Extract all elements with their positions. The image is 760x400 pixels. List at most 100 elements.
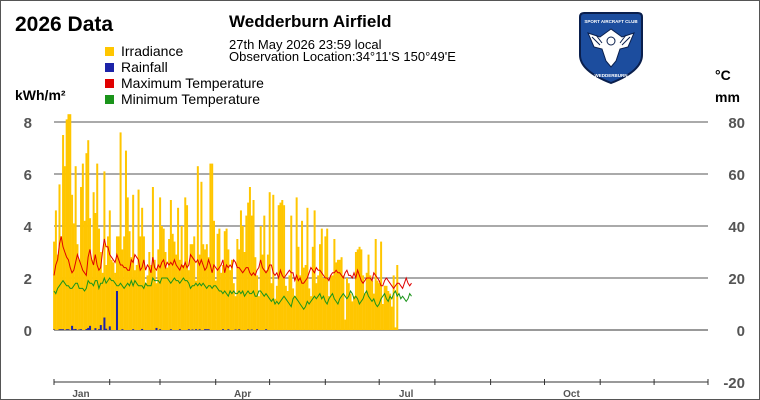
irradiance-bar: [347, 283, 350, 330]
irradiance-bar: [268, 192, 271, 330]
irradiance-bar: [308, 288, 311, 330]
irradiance-bar: [229, 270, 232, 330]
irradiance-bar: [340, 257, 343, 330]
month-label: Apr: [234, 389, 251, 399]
irradiance-bar: [53, 241, 56, 330]
irradiance-bar: [369, 275, 372, 330]
left-tick-label: 8: [24, 115, 32, 132]
irradiance-bar: [171, 233, 174, 330]
irradiance-bar: [396, 265, 399, 330]
irradiance-bar: [243, 252, 246, 330]
irradiance-bar: [257, 296, 260, 330]
rainfall-bar: [265, 329, 268, 330]
irradiance-bar: [119, 132, 122, 330]
irradiance-bar: [121, 249, 124, 330]
irradiance-bar: [338, 259, 341, 330]
irradiance-bar: [63, 166, 66, 330]
irradiance-bar: [94, 213, 97, 330]
irradiance-bar: [90, 259, 93, 330]
irradiance-bar: [333, 239, 336, 330]
irradiance-bar: [193, 236, 196, 330]
month-label: Jul: [399, 389, 414, 399]
irradiance-bar: [236, 239, 239, 330]
irradiance-bar: [354, 252, 357, 330]
irradiance-bar: [327, 296, 330, 330]
irradiance-bar: [381, 304, 384, 330]
irradiance-bar: [98, 228, 101, 330]
irradiance-bar: [144, 283, 147, 330]
irradiance-bar: [153, 259, 156, 330]
rainfall-bar: [221, 329, 224, 330]
irradiance-bar: [139, 236, 142, 330]
irradiance-bar: [394, 327, 397, 330]
rainfall-bar: [121, 329, 124, 330]
irradiance-bar: [74, 166, 77, 330]
irradiance-bar: [187, 270, 190, 330]
irradiance-bar: [105, 265, 108, 330]
month-label: Jan: [72, 389, 89, 399]
irradiance-bar: [71, 194, 74, 330]
left-tick-label: 0: [24, 323, 32, 340]
irradiance-bar: [319, 244, 322, 330]
irradiance-bar: [81, 163, 84, 330]
irradiance-bar: [191, 244, 194, 330]
irradiance-bar: [248, 187, 251, 330]
irradiance-bar: [378, 283, 381, 330]
irradiance-bar: [141, 207, 144, 330]
irradiance-bar: [221, 265, 224, 330]
irradiance-bar: [342, 275, 345, 330]
irradiance-bar: [67, 114, 70, 330]
irradiance-bar: [123, 236, 126, 330]
legend-label-min-temp: Minimum Temperature: [121, 91, 261, 107]
irradiance-bar: [78, 259, 81, 330]
irradiance-bar: [107, 236, 109, 330]
rainfall-bar: [71, 325, 74, 330]
irradiance-bar: [159, 197, 162, 330]
irradiance-bar: [168, 239, 171, 330]
rainfall-bar: [108, 326, 111, 330]
max-temp-line: [53, 236, 412, 290]
irradiance-bar: [96, 163, 99, 330]
legend-swatch-max-temp: [105, 79, 114, 88]
rainfall-bar: [238, 329, 241, 330]
irradiance-bar: [374, 239, 377, 330]
irradiance-bar: [252, 200, 255, 330]
legend-swatch-rainfall: [105, 63, 114, 72]
irradiance-bar: [80, 187, 83, 330]
rainfall-bar: [72, 329, 75, 330]
irradiance-bar: [65, 119, 68, 331]
legend-label-irradiance: Irradiance: [121, 43, 184, 59]
left-tick-label: 6: [24, 167, 32, 184]
min-temp-line: [53, 276, 412, 311]
irradiance-bar: [169, 200, 172, 330]
legend-swatch-irradiance: [105, 47, 114, 56]
rainfall-bar: [204, 329, 207, 330]
rainfall-bar: [105, 328, 108, 330]
irradiance-bar: [101, 272, 104, 330]
right-axis-unit-rain: mm: [715, 89, 740, 105]
right-tick-label: 60: [728, 167, 745, 184]
left-tick-label: 2: [24, 271, 32, 288]
irradiance-bar: [345, 278, 348, 330]
rainfall-bar: [198, 329, 201, 330]
irradiance-bar: [344, 319, 347, 330]
rainfall-bar: [191, 329, 194, 330]
irradiance-bar: [317, 275, 320, 330]
rainfall-bar: [187, 329, 190, 330]
irradiance-bar: [304, 265, 307, 330]
irradiance-bar: [331, 275, 334, 330]
irradiance-bar: [227, 249, 230, 330]
legend-swatch-min-temp: [105, 95, 114, 104]
irradiance-bar: [126, 197, 129, 330]
irradiance-bar: [62, 135, 65, 330]
irradiance-bar: [108, 210, 111, 330]
irradiance-bar: [207, 257, 210, 330]
observation-time: 27th May 2026 23:59 local: [229, 37, 382, 52]
irradiance-bar: [284, 285, 287, 330]
irradiance-bar: [238, 249, 241, 330]
irradiance-bar: [209, 163, 212, 330]
irradiance-bar: [85, 153, 88, 330]
rainfall-bar: [87, 327, 90, 330]
observation-location: Observation Location:34°11'S 150°49'E: [229, 49, 456, 64]
irradiance-bar: [275, 285, 278, 330]
